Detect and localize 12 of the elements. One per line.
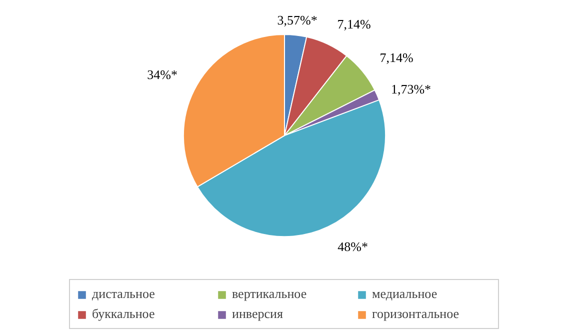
data-label: 48%* [338, 239, 368, 254]
legend-label: медиальное [372, 286, 438, 302]
legend-label: вертикальное [232, 286, 308, 302]
legend-label: буккальное [92, 306, 156, 322]
data-label: 1,73%* [390, 81, 432, 96]
legend-label: дистальное [92, 286, 156, 302]
legend-label: горизонтальное [372, 306, 460, 322]
data-label: 3,57%* [277, 12, 318, 28]
legend-label: инверсия [232, 306, 284, 322]
data-label: 34%* [147, 66, 178, 82]
data-label: 7,14% [337, 16, 371, 32]
data-label: 7,14% [380, 50, 414, 65]
